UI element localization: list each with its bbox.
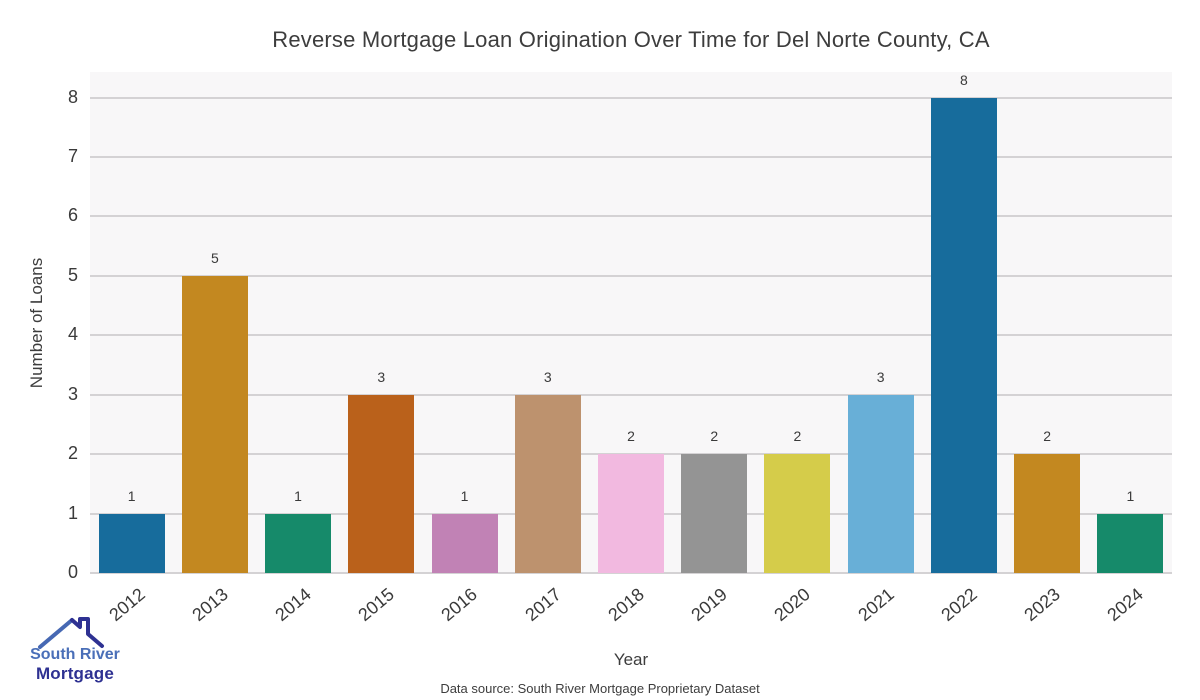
y-tick-label: 7 — [67, 146, 78, 167]
bar-value-label: 1 — [1126, 487, 1135, 504]
house-roof-icon — [38, 617, 104, 649]
bar-value-label: 2 — [1043, 428, 1052, 445]
bar — [348, 394, 415, 573]
gridline — [90, 393, 1172, 396]
gridline — [90, 156, 1172, 159]
y-tick-label: 0 — [67, 562, 78, 582]
bar-value-label: 1 — [294, 487, 302, 504]
data-source-note: Data source: South River Mortgage Propri… — [440, 681, 760, 696]
gridline — [90, 334, 1172, 337]
y-tick-label: 8 — [67, 86, 78, 107]
y-tick-label: 6 — [67, 205, 78, 226]
south-river-mortgage-logo: South River Mortgage — [14, 612, 144, 684]
chart-title: Reverse Mortgage Loan Origination Over T… — [272, 27, 990, 52]
bar — [847, 394, 914, 573]
bar — [930, 97, 997, 573]
y-tick-label: 4 — [67, 324, 78, 345]
logo-text-line1: South River — [30, 646, 120, 663]
gridline — [90, 215, 1172, 218]
bar-value-label: 8 — [960, 71, 968, 88]
bar — [98, 513, 165, 573]
bar-value-label: 2 — [710, 428, 719, 445]
bar-value-label: 2 — [627, 428, 635, 445]
bar — [1097, 513, 1164, 573]
gridline — [90, 96, 1172, 99]
bar-value-label: 2 — [793, 428, 802, 445]
bar — [265, 513, 332, 573]
logo-text-line2: Mortgage — [35, 664, 115, 683]
bar-value-label: 5 — [210, 249, 219, 266]
bar-value-label: 3 — [876, 368, 885, 385]
x-tick-label: 2024 — [1103, 584, 1148, 626]
gridline — [90, 274, 1172, 277]
bar-value-label: 3 — [543, 368, 552, 385]
bar — [181, 275, 248, 573]
x-axis-title: Year — [613, 650, 649, 669]
bar — [431, 513, 498, 573]
y-axis-title: Number of Loans — [27, 257, 46, 389]
bar-value-label: 1 — [460, 487, 469, 504]
bar-value-label: 1 — [127, 487, 136, 504]
bar — [598, 454, 664, 573]
gridline — [90, 572, 1172, 574]
x-tick: 2024 — [1014, 584, 1148, 625]
bar — [764, 454, 831, 573]
bar — [681, 454, 748, 573]
y-tick-label: 2 — [67, 443, 78, 464]
bar — [514, 394, 581, 573]
y-tick-label: 1 — [67, 502, 78, 523]
y-tick-label: 5 — [67, 264, 78, 285]
y-tick-label: 3 — [67, 383, 78, 404]
bar — [1014, 454, 1081, 573]
bar-value-label: 3 — [377, 368, 386, 385]
